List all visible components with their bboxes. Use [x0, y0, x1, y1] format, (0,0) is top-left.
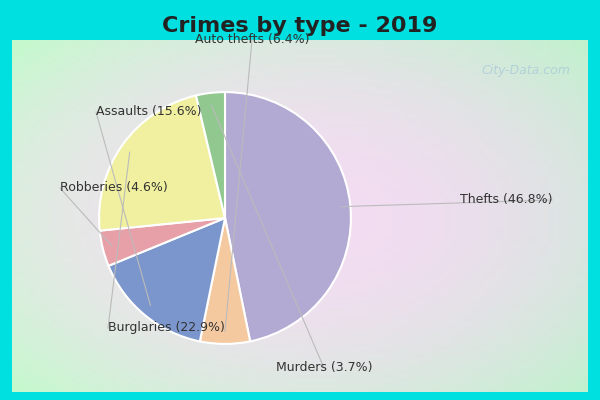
Text: City-Data.com: City-Data.com: [481, 64, 570, 77]
Text: Robberies (4.6%): Robberies (4.6%): [60, 182, 168, 194]
Wedge shape: [109, 218, 225, 341]
Wedge shape: [100, 218, 225, 266]
Text: Burglaries (22.9%): Burglaries (22.9%): [108, 322, 225, 334]
Wedge shape: [196, 92, 225, 218]
Wedge shape: [99, 96, 225, 231]
Text: Thefts (46.8%): Thefts (46.8%): [460, 194, 552, 206]
Wedge shape: [200, 218, 250, 344]
Text: Murders (3.7%): Murders (3.7%): [276, 362, 372, 374]
Wedge shape: [225, 92, 351, 341]
Text: Crimes by type - 2019: Crimes by type - 2019: [163, 16, 437, 36]
Text: Auto thefts (6.4%): Auto thefts (6.4%): [195, 34, 309, 46]
Text: Assaults (15.6%): Assaults (15.6%): [96, 106, 202, 118]
